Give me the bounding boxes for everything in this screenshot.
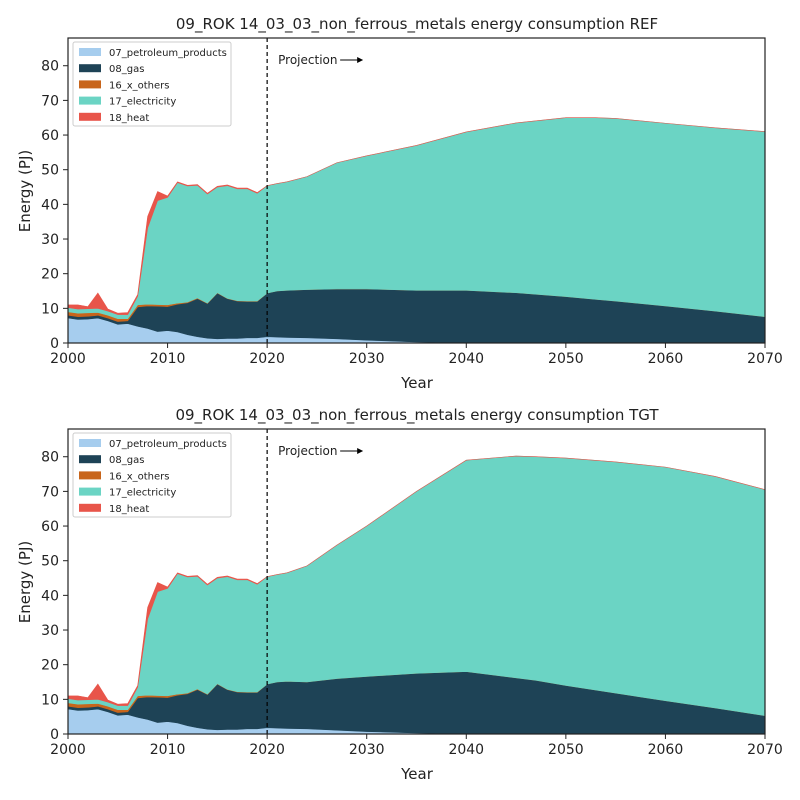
y-tick-label: 30 — [41, 232, 59, 248]
y-tick-label: 60 — [41, 128, 59, 144]
legend-swatch — [79, 80, 101, 89]
x-tick-label: 2050 — [548, 742, 584, 758]
x-axis-label: Year — [400, 765, 434, 783]
y-tick-label: 10 — [41, 301, 59, 317]
legend-swatch — [79, 439, 101, 447]
y-axis-label: Energy (PJ) — [16, 541, 34, 623]
chart-tgt: 09_ROK 14_03_03_non_ferrous_metals energ… — [16, 406, 783, 783]
y-tick-label: 10 — [41, 692, 59, 708]
legend-label: 17_electricity — [109, 488, 176, 499]
legend-swatch — [79, 48, 101, 56]
legend-box — [72, 432, 232, 518]
projection-arrowhead — [357, 448, 364, 454]
x-tick-label: 2020 — [249, 742, 285, 758]
plot-frame — [67, 428, 766, 735]
y-tick-label: 40 — [41, 588, 59, 604]
legend-label: 18_heat — [109, 504, 149, 515]
area-18-heat — [67, 117, 766, 315]
x-tick-label: 2050 — [548, 351, 584, 367]
y-axis-label: Energy (PJ) — [16, 150, 34, 232]
x-tick-label: 2070 — [747, 351, 783, 367]
y-tick-label: 20 — [41, 658, 59, 674]
x-tick-label: 2030 — [349, 742, 385, 758]
y-tick-label: 80 — [41, 450, 59, 466]
plot-frame — [67, 37, 766, 344]
y-tick-label: 60 — [41, 519, 59, 535]
legend-swatch — [79, 64, 101, 73]
area-17-electricity — [67, 117, 766, 320]
y-tick-label: 0 — [50, 727, 59, 743]
y-tick-label: 40 — [41, 197, 59, 213]
y-tick-label: 70 — [41, 484, 59, 500]
x-tick-label: 2040 — [448, 742, 484, 758]
x-tick-label: 2040 — [448, 351, 484, 367]
y-tick-label: 50 — [41, 163, 59, 179]
legend-label: 07_petroleum_products — [109, 48, 227, 59]
legend-label: 08_gas — [109, 64, 144, 75]
x-tick-label: 2000 — [50, 742, 86, 758]
legend-swatch — [79, 112, 101, 121]
chart-title: 09_ROK 14_03_03_non_ferrous_metals energ… — [175, 406, 659, 425]
legend-swatch — [79, 96, 101, 105]
legend-swatch — [79, 503, 101, 512]
projection-arrowhead — [357, 57, 364, 63]
x-tick-label: 2060 — [648, 351, 684, 367]
x-tick-label: 2070 — [747, 742, 783, 758]
y-tick-label: 80 — [41, 59, 59, 75]
x-tick-label: 2060 — [648, 742, 684, 758]
area-18-heat — [67, 455, 766, 706]
legend-swatch — [79, 471, 101, 480]
y-tick-label: 30 — [41, 623, 59, 639]
y-tick-label: 0 — [50, 336, 59, 352]
chart-title: 09_ROK 14_03_03_non_ferrous_metals energ… — [176, 15, 658, 34]
legend-swatch — [79, 455, 101, 464]
x-tick-label: 2030 — [349, 351, 385, 367]
legend-label: 16_x_others — [109, 80, 170, 91]
legend-label: 07_petroleum_products — [109, 439, 227, 450]
x-tick-label: 2010 — [150, 351, 186, 367]
projection-label: Projection — [278, 53, 337, 67]
legend-label: 17_electricity — [109, 97, 176, 108]
chart-ref: 09_ROK 14_03_03_non_ferrous_metals energ… — [16, 15, 783, 392]
x-axis-label: Year — [400, 374, 434, 392]
x-tick-label: 2020 — [249, 351, 285, 367]
legend-label: 16_x_others — [109, 471, 170, 482]
x-tick-label: 2010 — [150, 742, 186, 758]
y-tick-label: 50 — [41, 554, 59, 570]
legend-swatch — [79, 487, 101, 496]
legend-label: 08_gas — [109, 455, 144, 466]
projection-label: Projection — [278, 444, 337, 458]
legend-box — [72, 41, 232, 127]
y-tick-label: 70 — [41, 93, 59, 109]
y-tick-label: 20 — [41, 267, 59, 283]
legend-label: 18_heat — [109, 113, 149, 124]
x-tick-label: 2000 — [50, 351, 86, 367]
